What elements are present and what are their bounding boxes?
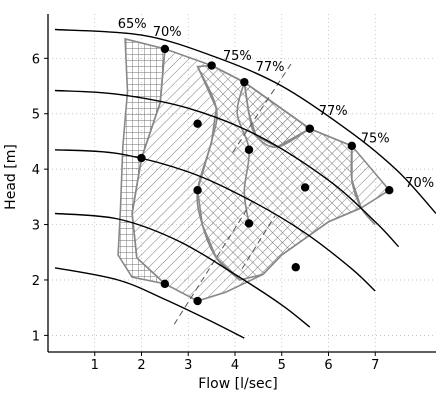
dashed-line [173,202,252,325]
efficiency-boundary [350,145,376,226]
efficiency-label: 77% [256,60,285,75]
data-points [137,44,394,306]
efficiency-label: 70% [405,176,434,191]
data-point [240,77,249,87]
dashed-line [232,63,292,153]
head-curve [54,89,400,248]
tick-labels: 1 2 3 4 5 6 7 1 2 3 4 5 6 [32,52,380,373]
efficiency-labels: 65% 70% 75% 77% 77% 75% 70% [118,17,434,191]
data-point [244,219,254,228]
x-tick-label: 3 [184,358,192,373]
x-tick-label: 7 [371,358,379,373]
data-point [193,186,202,195]
data-point [193,296,202,306]
data-point [193,119,202,128]
efficiency-boundary [243,82,311,148]
head-curve [54,212,311,328]
y-axis-title: Head [m] [3,144,19,210]
data-point [385,186,394,195]
x-axis-title: Flow [l/sec] [198,376,278,392]
data-point [300,183,310,192]
y-tick-label: 2 [32,274,40,289]
data-point [160,44,170,54]
x-tick-label: 2 [137,358,145,373]
data-point [160,279,170,289]
data-point [305,124,314,133]
efficiency-label: 70% [153,25,182,40]
y-tick-label: 4 [32,163,40,178]
x-tick-label: 6 [324,358,332,373]
x-tick-label: 4 [231,358,239,373]
data-point [207,61,216,70]
efficiency-label: 65% [118,17,147,32]
head-curves [54,28,436,339]
y-tick-label: 1 [32,329,40,344]
efficiency-region [244,82,310,147]
dashed-line [241,215,276,270]
head-curve [54,267,245,339]
x-tick-label: 5 [278,358,286,373]
head-curve [54,149,376,292]
data-point [244,145,254,154]
y-tick-label: 6 [32,52,40,67]
head-curve [54,28,436,214]
y-tick-label: 3 [32,219,40,234]
efficiency-label: 77% [319,104,348,119]
construction-lines [173,63,292,325]
x-tick-label: 1 [91,358,99,373]
axes [47,14,436,353]
data-point [137,153,146,163]
efficiency-label: 75% [361,132,390,147]
efficiency-regions [118,38,390,302]
data-point [291,263,300,272]
y-tick-label: 5 [32,108,40,123]
data-point [347,141,357,151]
efficiency-label: 75% [223,49,252,64]
